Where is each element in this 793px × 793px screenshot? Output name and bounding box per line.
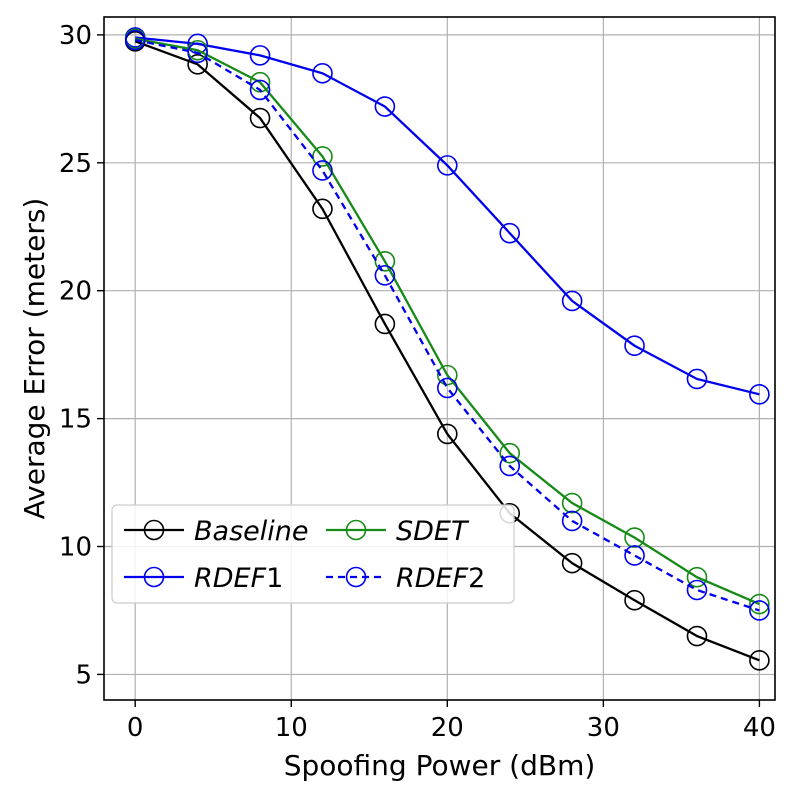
data-point [561,552,583,574]
x-tick-label: 40 [743,713,776,743]
data-point [437,155,458,176]
plot-frame [103,16,776,701]
data-point [749,650,770,671]
data-point [624,335,645,357]
x-axis-label: Spoofing Power (dBm) [284,749,596,782]
series-line [135,36,760,396]
data-point [686,625,708,647]
data-point [749,384,770,405]
data-point [624,545,645,566]
data-point [499,442,521,464]
data-point [749,600,770,621]
legend-marker [345,519,367,541]
data-point [624,527,645,548]
legend-item: RDEF1 [124,563,283,594]
data-point [561,510,583,532]
series-rdef2 [124,29,770,621]
data-point [437,377,458,399]
data-point [561,290,583,312]
data-point [312,160,333,181]
data-point [374,313,396,335]
x-tick-label: 30 [587,713,620,743]
axis-ticks: 0 10 20 30 40 5 10 15 20 25 30 [59,21,776,743]
y-axis-label: Average Error (meters) [18,198,51,520]
data-point [312,62,333,84]
data-point [249,107,271,129]
legend-label: Baseline [194,516,308,547]
data-point [437,364,458,386]
data-point [187,42,208,64]
legend-box [111,504,515,604]
data-point [374,265,396,286]
legend-item: SDET [326,516,470,547]
x-tick-label: 10 [275,713,308,743]
data-point [749,593,770,615]
data-point [249,45,271,66]
series-line [134,38,760,612]
legend-item: Baseline [124,516,308,547]
data-point [624,589,645,611]
y-tick-label: 5 [75,660,92,690]
legend-marker [143,519,165,541]
y-tick-label: 20 [59,277,92,307]
series-layer [124,27,770,671]
legend-marker [345,566,367,588]
legend-label: SDET [396,516,470,547]
legend-marker [143,566,165,588]
data-point [686,579,708,601]
y-tick-label: 30 [59,21,92,51]
data-point [374,250,396,272]
y-tick-label: 10 [59,533,92,563]
data-point [437,423,458,445]
x-tick-label: 20 [431,713,464,743]
series-line [134,40,760,662]
data-point [561,492,583,514]
legend-label: RDEF2 [396,563,485,594]
legend-item: RDEF2 [326,563,485,594]
data-point [499,222,521,244]
x-tick-label: 0 [127,713,144,743]
data-point [312,198,333,220]
y-tick-label: 15 [59,405,92,435]
data-point [187,54,208,75]
data-point [686,368,708,390]
legend-label: RDEF1 [194,563,283,594]
legend: Baseline SDET RDEF1 RDEF2 [111,504,515,604]
data-point [499,455,521,477]
data-point [374,96,396,117]
y-tick-label: 25 [59,149,92,179]
data-point [249,79,271,101]
series-line [135,37,760,606]
data-point [686,566,708,588]
data-point [124,29,146,51]
